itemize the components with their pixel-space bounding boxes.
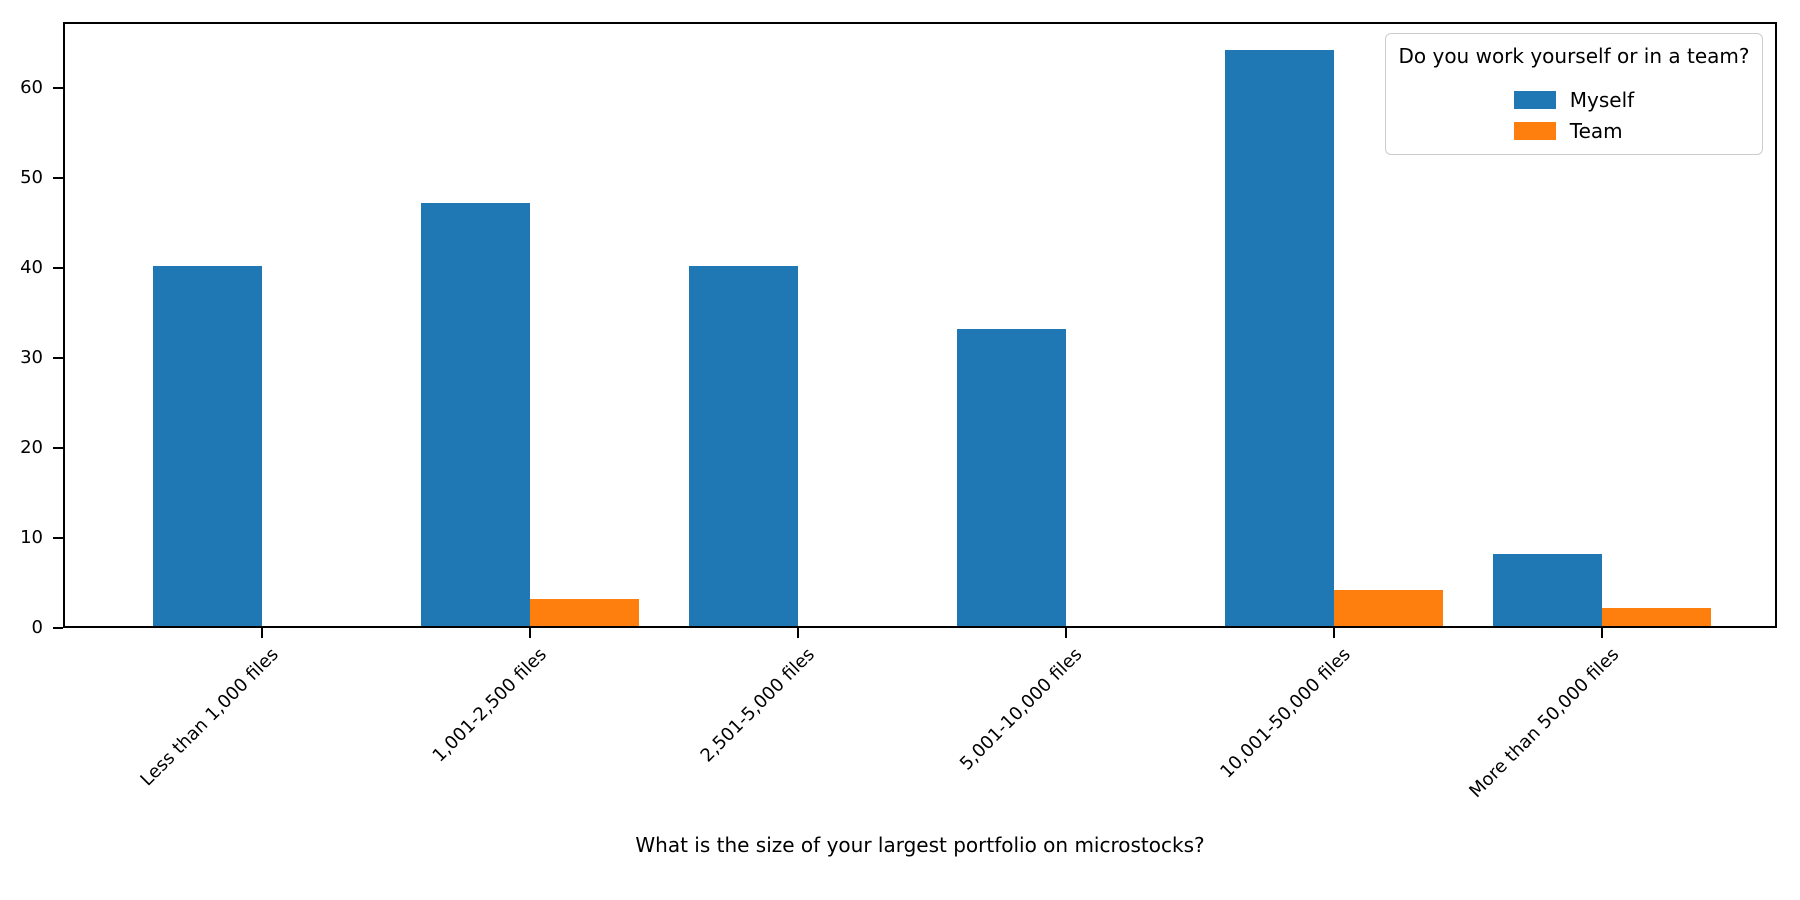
y-tick-mark [53, 266, 63, 269]
bar-myself [1493, 553, 1602, 626]
y-tick-mark [53, 356, 63, 359]
legend-entry-myself: Myself [1513, 88, 1635, 112]
y-tick-label: 60 [20, 76, 43, 98]
legend-entries: Myself Team [1513, 88, 1635, 143]
y-tick-mark [53, 446, 63, 449]
bar-team [1334, 589, 1443, 626]
y-tick-mark [53, 627, 63, 629]
legend-swatch-myself [1513, 91, 1556, 109]
x-tick-label: 1,001-2,500 files [428, 644, 551, 767]
bar-team [1602, 608, 1711, 626]
x-tick-label: 10,001-50,000 files [1216, 644, 1355, 783]
bar-myself [153, 265, 262, 626]
legend: Do you work yourself or in a team? Mysel… [1385, 33, 1763, 155]
legend-entry-label: Myself [1569, 88, 1635, 112]
y-tick-label: 10 [20, 526, 43, 548]
bar-myself [957, 328, 1066, 626]
x-tick-label: Less than 1,000 files [136, 644, 283, 791]
y-tick-label: 30 [20, 346, 43, 368]
y-tick-mark [53, 536, 63, 539]
x-tick-mark [1065, 628, 1067, 638]
x-tick-mark [797, 628, 799, 638]
bar-myself [689, 265, 798, 626]
x-axis-title: What is the size of your largest portfol… [635, 833, 1205, 857]
legend-swatch-team [1513, 122, 1556, 140]
y-tick-label: 0 [31, 617, 43, 638]
bar-myself [1225, 49, 1334, 626]
x-tick-mark [261, 628, 263, 638]
y-tick-mark [53, 176, 63, 179]
x-tick-mark [1333, 628, 1335, 638]
bar-team [530, 599, 639, 626]
legend-entry-label: Team [1569, 119, 1623, 143]
bar-myself [421, 202, 530, 626]
x-tick-label: 5,001-10,000 files [956, 644, 1087, 775]
y-tick-label: 40 [20, 256, 43, 278]
x-tick-mark [529, 628, 531, 638]
y-tick-label: 20 [20, 436, 43, 458]
legend-entry-team: Team [1513, 119, 1634, 143]
y-tick-mark [53, 86, 63, 89]
x-tick-label: 2,501-5,000 files [696, 644, 819, 767]
x-tick-label: More than 50,000 files [1464, 644, 1623, 803]
x-tick-mark [1601, 628, 1603, 638]
legend-title: Do you work yourself or in a team? [1398, 44, 1750, 68]
y-tick-label: 50 [20, 166, 43, 188]
